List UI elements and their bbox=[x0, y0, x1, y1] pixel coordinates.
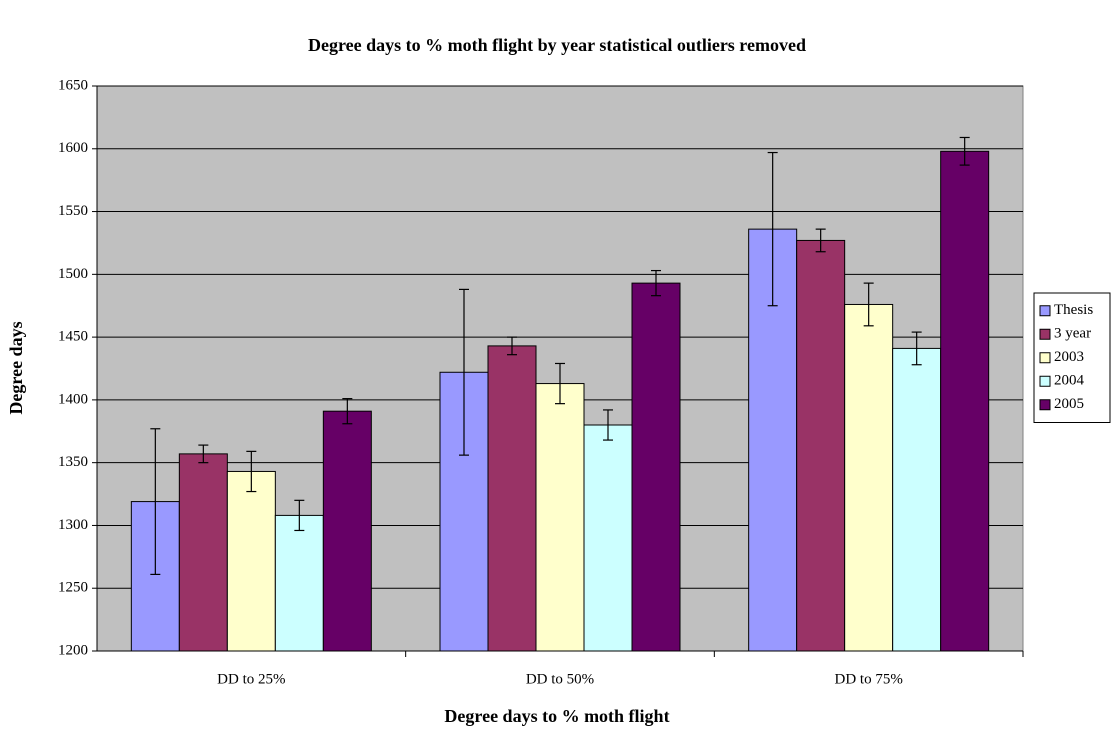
bar bbox=[487, 345, 537, 652]
error-bar bbox=[651, 269, 661, 297]
bar bbox=[178, 453, 228, 652]
y-tick-label: 1250 bbox=[58, 580, 88, 596]
chart-title: Degree days to % moth flight by year sta… bbox=[308, 35, 806, 55]
error-bar bbox=[198, 444, 209, 464]
error-bar bbox=[507, 336, 517, 356]
y-tick-label: 1550 bbox=[58, 203, 88, 219]
legend-label: 3 year bbox=[1054, 326, 1091, 342]
error-bar bbox=[246, 450, 257, 493]
error-bar bbox=[767, 151, 778, 307]
x-tick-label: DD to 25% bbox=[217, 671, 285, 687]
error-bar bbox=[863, 282, 874, 327]
y-tick-label: 1450 bbox=[58, 329, 88, 345]
bar bbox=[322, 410, 372, 652]
legend-label: 2004 bbox=[1054, 373, 1085, 389]
bar bbox=[796, 239, 846, 652]
x-tick-label: DD to 75% bbox=[835, 671, 903, 687]
y-tick-label: 1600 bbox=[58, 140, 88, 156]
y-tick-label: 1200 bbox=[58, 642, 88, 658]
error-bar bbox=[150, 428, 161, 576]
bar bbox=[844, 303, 894, 652]
legend-swatch bbox=[1039, 328, 1051, 340]
bar bbox=[535, 383, 585, 652]
legend-swatch bbox=[1039, 352, 1051, 364]
legend-label: Thesis bbox=[1054, 302, 1093, 318]
error-bar bbox=[555, 362, 565, 405]
legend-swatch bbox=[1039, 399, 1051, 411]
y-tick-label: 1350 bbox=[58, 454, 88, 470]
bar bbox=[940, 150, 990, 652]
error-bar bbox=[959, 136, 970, 166]
y-tick-label: 1300 bbox=[58, 517, 88, 533]
y-tick-label: 1400 bbox=[58, 391, 88, 407]
legend-label: 2003 bbox=[1054, 349, 1084, 365]
error-bar bbox=[459, 288, 469, 456]
bar bbox=[226, 470, 276, 652]
y-tick-label: 1650 bbox=[58, 77, 88, 93]
error-bar bbox=[911, 331, 922, 366]
x-axis-label: Degree days to % moth flight bbox=[444, 706, 669, 726]
error-bar bbox=[342, 398, 353, 425]
error-bar bbox=[294, 499, 305, 532]
error-bar bbox=[603, 409, 613, 441]
bar bbox=[583, 424, 633, 652]
error-bar bbox=[815, 228, 826, 253]
legend-swatch bbox=[1039, 305, 1051, 317]
bar bbox=[892, 347, 942, 652]
y-axis-label: Degree days bbox=[6, 321, 26, 414]
legend-swatch bbox=[1039, 375, 1051, 387]
y-tick-label: 1500 bbox=[58, 266, 88, 282]
bar bbox=[631, 282, 681, 652]
x-tick-label: DD to 50% bbox=[526, 671, 594, 687]
legend-label: 2005 bbox=[1054, 396, 1084, 412]
bar bbox=[274, 514, 324, 652]
